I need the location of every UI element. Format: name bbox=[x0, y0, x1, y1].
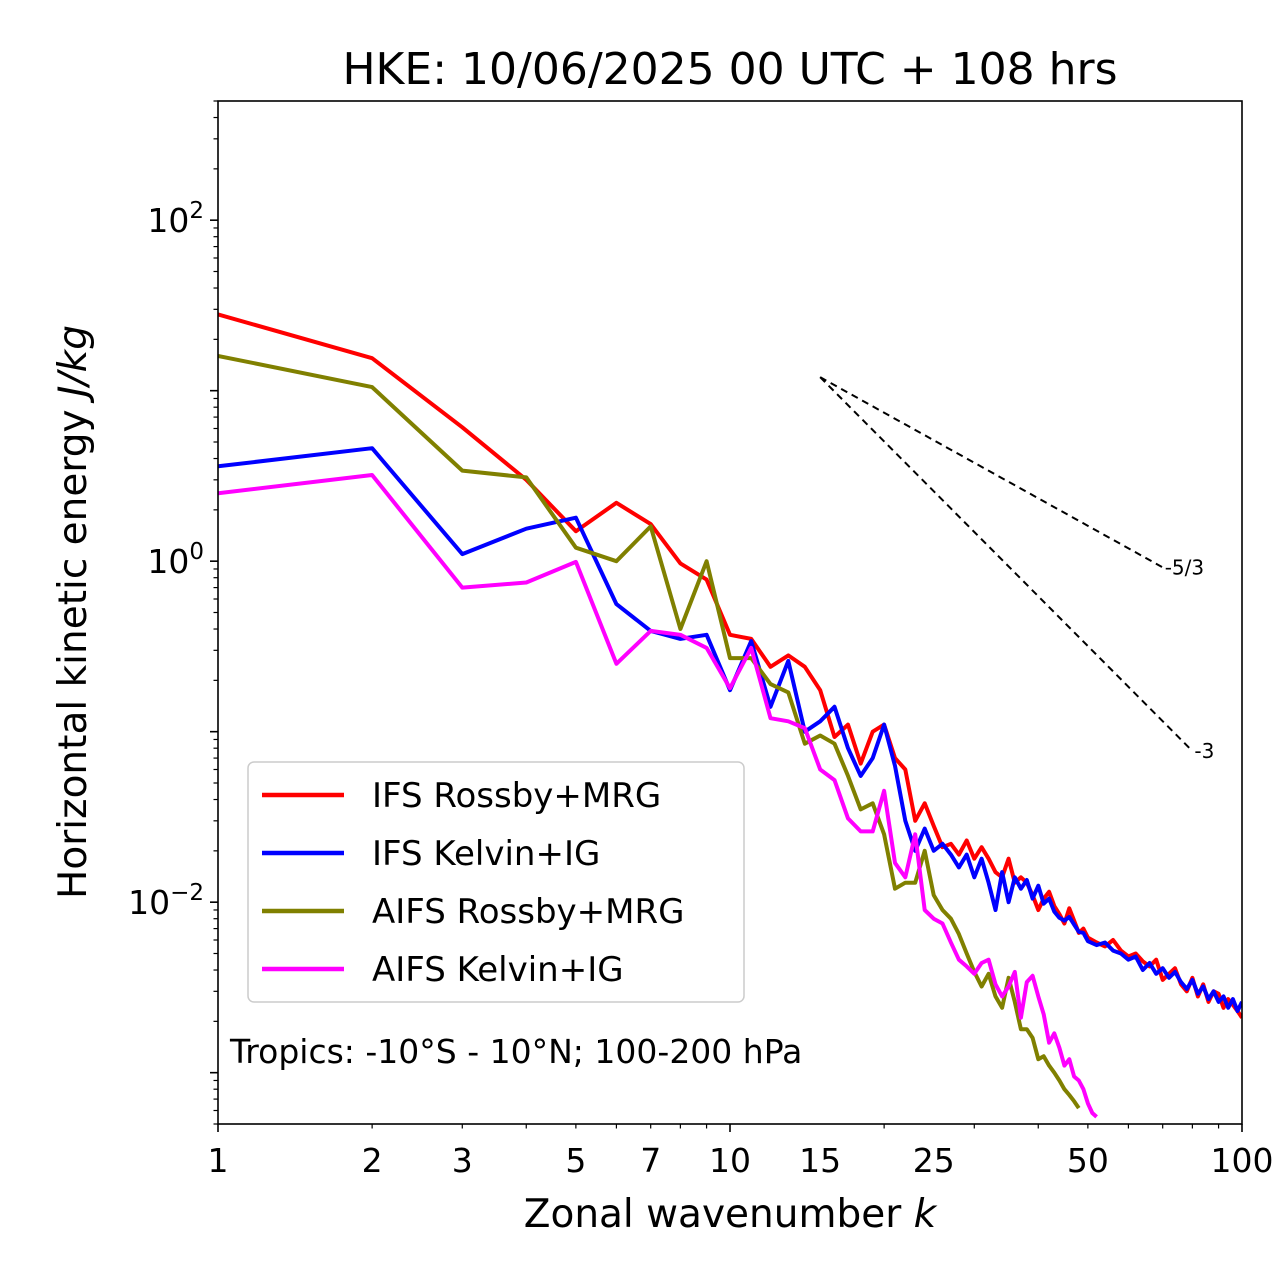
y-axis-label: Horizontal kinetic energy J/kg bbox=[51, 325, 96, 899]
chart-title: HKE: 10/06/2025 00 UTC + 108 hrs bbox=[342, 44, 1117, 95]
y-tick-label-1: 100 bbox=[147, 539, 204, 581]
x-tick-label-0: 1 bbox=[208, 1141, 229, 1180]
series-group bbox=[218, 312, 1242, 1119]
y-tick-label-2: 102 bbox=[147, 198, 204, 240]
legend: IFS Rossby+MRG IFS Kelvin+IG AIFS Rossby+M… bbox=[247, 761, 745, 1003]
legend-label-1: IFS Kelvin+IG bbox=[372, 834, 600, 874]
series-line-1 bbox=[218, 446, 1242, 1013]
reference-slope-label-1: -3 bbox=[1194, 739, 1214, 763]
x-axis-label: Zonal wavenumber k bbox=[524, 1192, 938, 1237]
x-tick-label-7: 25 bbox=[913, 1141, 955, 1180]
legend-label-0: IFS Rossby+MRG bbox=[372, 776, 661, 816]
reference-slopes: -5/3 -3 bbox=[819, 376, 1214, 763]
legend-box bbox=[247, 761, 745, 1003]
reference-slope-line-0 bbox=[819, 376, 1164, 569]
x-tick-label-1: 2 bbox=[362, 1141, 383, 1180]
region-annotation: Tropics: -10°S - 10°N; 100-200 hPa bbox=[229, 1032, 802, 1071]
reference-slope-label-0: -5/3 bbox=[1165, 555, 1204, 579]
axis-ticks: 1 2 3 5 7 10 15 25 50 100 10−2 100 102 bbox=[128, 100, 1274, 1180]
series-line-2 bbox=[218, 353, 1081, 1110]
y-tick-label-0: 10−2 bbox=[128, 880, 204, 922]
reference-slope-line-1 bbox=[819, 376, 1194, 752]
x-tick-label-8: 50 bbox=[1067, 1141, 1109, 1180]
x-tick-label-9: 100 bbox=[1211, 1141, 1274, 1180]
x-tick-label-5: 10 bbox=[709, 1141, 751, 1180]
legend-label-3: AIFS Kelvin+IG bbox=[372, 950, 624, 990]
x-tick-label-2: 3 bbox=[452, 1141, 473, 1180]
x-tick-label-3: 5 bbox=[565, 1141, 586, 1180]
x-tick-label-6: 15 bbox=[799, 1141, 841, 1180]
legend-label-2: AIFS Rossby+MRG bbox=[372, 892, 684, 932]
series-line-3 bbox=[218, 473, 1098, 1119]
x-tick-label-4: 7 bbox=[640, 1141, 661, 1180]
